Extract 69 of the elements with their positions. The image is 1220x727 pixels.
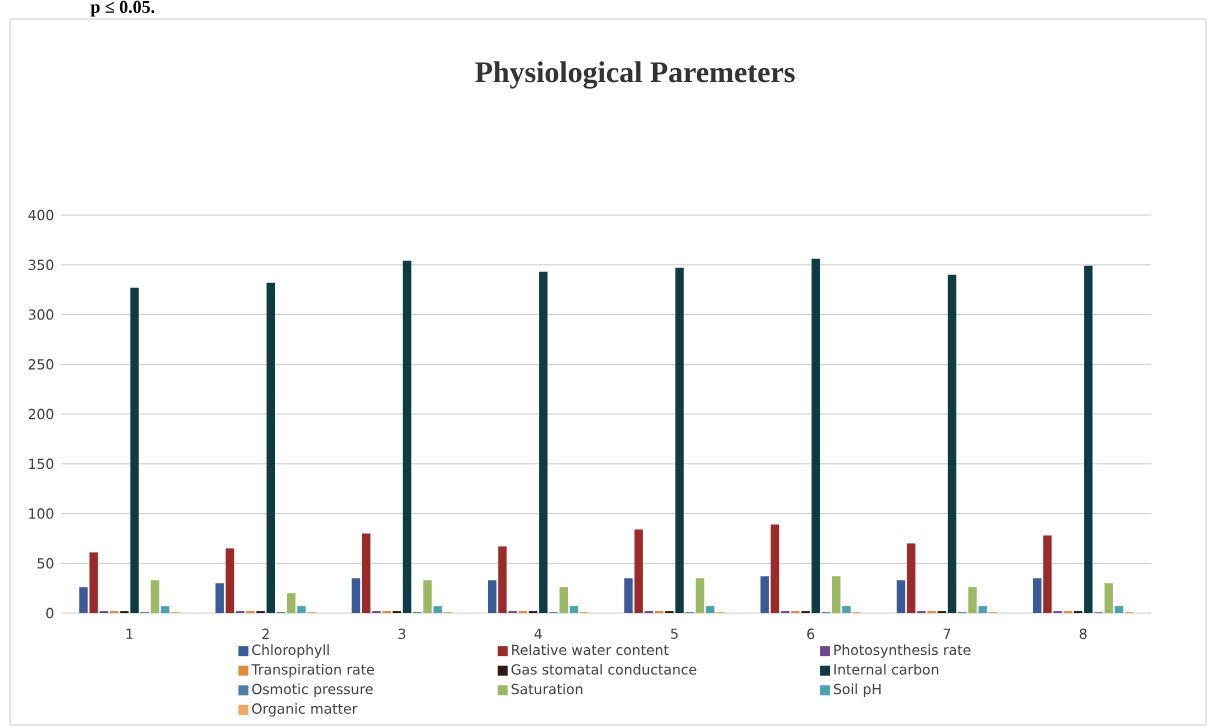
bar [695, 578, 705, 614]
bar [287, 593, 296, 614]
legend-label: Gas stomatal conductance [511, 663, 697, 675]
y-tick-label: 150 [29, 458, 54, 470]
bar [569, 606, 579, 614]
bar [705, 606, 715, 614]
bar [433, 606, 442, 614]
bar [1084, 265, 1093, 614]
y-tick-label: 250 [28, 359, 54, 370]
y-tick-label: 200 [28, 408, 54, 420]
bar [760, 576, 769, 614]
bar [624, 578, 633, 614]
bar [402, 260, 412, 614]
bar [423, 580, 432, 614]
bar [1114, 606, 1124, 614]
bar [811, 258, 821, 614]
bar [1043, 535, 1052, 614]
bar [634, 529, 643, 614]
x-tick-label: 8 [1079, 628, 1087, 640]
legend-label: Chlorophyll [252, 644, 329, 658]
y-tick-label: 300 [28, 309, 54, 320]
x-tick-label: 2 [262, 628, 269, 639]
bar [978, 606, 987, 614]
legend-label: Saturation [511, 683, 583, 695]
bar [896, 580, 906, 614]
legend-label: Internal carbon [834, 663, 939, 675]
bar [150, 580, 160, 614]
bar [130, 287, 139, 614]
bar [675, 267, 684, 614]
bar [215, 583, 224, 614]
legend-label: Transpiration rate [251, 663, 375, 678]
bar [487, 580, 497, 614]
bar [906, 543, 916, 614]
x-tick-label: 3 [398, 628, 406, 640]
x-tick-label: 1 [126, 628, 133, 639]
y-tick-label: 400 [28, 209, 54, 221]
x-tick-label: 5 [671, 628, 678, 639]
bar [89, 552, 98, 614]
bar [498, 546, 507, 614]
bar [539, 271, 548, 614]
y-tick-label: 100 [29, 508, 54, 519]
legend-label: Relative water content [512, 644, 669, 656]
bar [266, 282, 276, 614]
bar [968, 587, 977, 614]
legend-label: Osmotic pressure [252, 683, 373, 698]
y-tick-label: 50 [37, 558, 54, 569]
bar [947, 274, 957, 614]
text: p ≤ 0.05. [90, 0, 155, 17]
bar [1032, 578, 1042, 614]
bar [770, 524, 780, 614]
bar [361, 533, 371, 614]
x-tick-label: 4 [534, 628, 542, 639]
x-tick-label: 6 [807, 628, 815, 640]
bar [297, 606, 306, 614]
y-tick-label: 350 [28, 259, 54, 271]
bar [225, 548, 235, 614]
legend-label: Organic matter [252, 703, 358, 717]
y-tick-label: 0 [46, 607, 54, 619]
x-tick-label: 7 [943, 628, 951, 639]
legend-label: Photosynthesis rate [834, 644, 971, 658]
bar [842, 606, 851, 614]
bar [351, 578, 361, 614]
bar [559, 587, 568, 614]
legend-label: Soil pH [833, 683, 881, 698]
bar [79, 587, 88, 614]
chart-title: Physiological Paremeters [475, 61, 795, 89]
bar [160, 606, 170, 614]
bar [1104, 583, 1113, 614]
bar [832, 576, 841, 614]
